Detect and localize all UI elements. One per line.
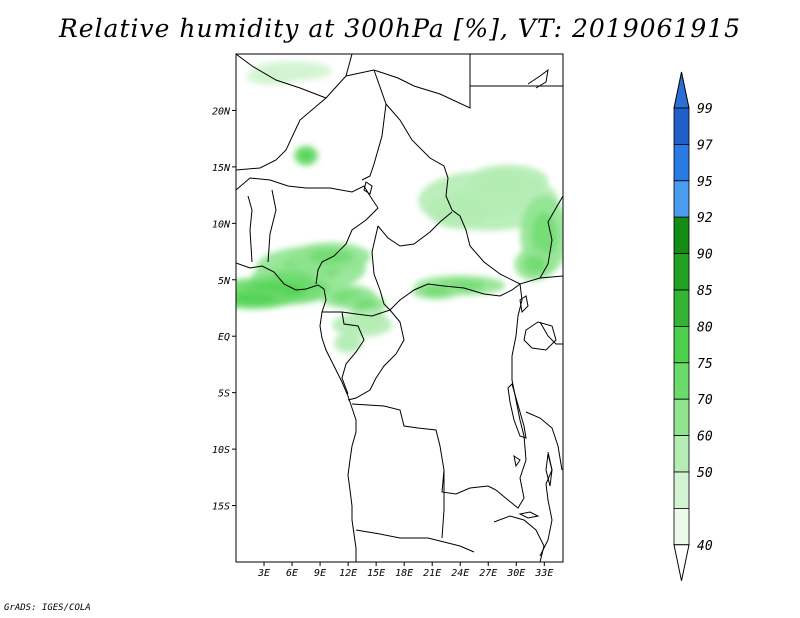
x-tick-label: 9E	[314, 568, 326, 579]
border-gabon-congo	[341, 311, 365, 395]
colorbar-swatch	[673, 216, 690, 254]
colorbar-label: 50	[697, 466, 713, 481]
x-tick-label: 33E	[534, 568, 553, 579]
colorbar-swatch	[673, 289, 690, 327]
lake-mweru	[513, 454, 521, 468]
x-tick-label: 6E	[286, 568, 298, 579]
border-niger-nigeria	[236, 177, 371, 197]
colorbar-swatch	[673, 180, 690, 218]
border-chad-niger	[361, 69, 387, 181]
x-tick-label: 24E	[451, 568, 469, 579]
y-tick-label: 10S	[212, 445, 230, 456]
chart-title: Relative humidity at 300hPa [%], VT: 201…	[58, 14, 742, 43]
lake-chad	[363, 181, 373, 195]
y-tick-label: 5S	[218, 389, 230, 400]
x-axis: 3E 6E 9E 12E 15E 18E 21E 24E 27E 30E 33E	[257, 562, 553, 579]
colorbar: 99 97 95 92 90 85 80 75 70 60 50 40	[673, 71, 713, 581]
lake-albert	[519, 295, 529, 314]
humid-region-top-strip	[246, 60, 333, 85]
border-uganda-drc	[511, 283, 527, 461]
map-frame	[235, 53, 564, 563]
humid-region-north-sahel-patch	[294, 145, 319, 166]
colorbar-label: 95	[697, 175, 713, 190]
border-egypt-sudan	[469, 85, 563, 108]
humid-region-cameroon-south	[320, 284, 387, 315]
border-benin-nigeria	[267, 189, 277, 263]
border-congo-drc	[347, 309, 405, 401]
colorbar-label: 60	[697, 430, 713, 445]
humid-region-gabon-congo-patches	[332, 308, 393, 353]
y-tick-label: 15N	[212, 163, 231, 174]
colorbar-bottom-arrow	[673, 544, 690, 581]
lake-victoria	[523, 321, 557, 351]
colorbar-label: 85	[697, 284, 713, 299]
border-tanzania	[525, 411, 563, 471]
x-tick-label: 27E	[479, 568, 497, 579]
border-car-drc	[389, 283, 521, 311]
credit-text: GrADS: IGES/COLA	[4, 603, 91, 613]
colorbar-label: 99	[697, 102, 713, 117]
x-tick-label: 3E	[257, 568, 270, 579]
colorbar-label: 70	[697, 393, 713, 408]
y-tick-label: 5N	[218, 276, 231, 287]
colorbar-label: 75	[697, 357, 713, 372]
colorbar-swatch	[673, 143, 690, 182]
x-tick-label: 18E	[395, 568, 413, 579]
y-tick-label: 15S	[212, 502, 230, 513]
border-car-cameroon	[371, 225, 391, 311]
x-tick-label: 12E	[339, 568, 357, 579]
border-angola-namibia	[355, 529, 475, 553]
lake-kariba	[518, 511, 540, 519]
lake-malawi	[545, 453, 553, 487]
border-sudan-ethiopia	[539, 195, 563, 279]
x-tick-label: 15E	[367, 568, 385, 579]
border-zimbabwe	[493, 515, 545, 562]
border-mali-niger	[236, 97, 327, 171]
border-angola-zambia	[441, 470, 445, 539]
colorbar-swatch	[673, 398, 690, 437]
humidity-shading	[236, 60, 563, 353]
border-drc-angola	[351, 403, 497, 495]
ethiopia-coast	[527, 68, 549, 89]
colorbar-swatch	[673, 471, 690, 509]
x-tick-label: 21E	[423, 568, 441, 579]
colorbar-label: 97	[697, 138, 713, 153]
colorbar-swatch	[673, 253, 690, 291]
lake-tanganyika	[507, 383, 527, 439]
border-chad-car	[377, 211, 453, 247]
colorbar-swatch	[673, 435, 690, 473]
y-axis: 20N 15N 10N 5N EQ 5S 10S 15S	[212, 106, 236, 513]
colorbar-label: 90	[697, 248, 713, 263]
border-chad-sudan	[385, 103, 563, 285]
humid-region-gulf-of-guinea-coast	[236, 277, 334, 310]
border-cameroon-gabon	[322, 309, 391, 317]
y-tick-label: 20N	[212, 106, 231, 117]
border-kenya-uganda	[539, 321, 563, 345]
colorbar-top-arrow	[673, 71, 690, 109]
colorbar-swatch	[673, 362, 690, 400]
colorbar-label: 92	[697, 211, 713, 226]
y-tick-label: 10N	[212, 219, 231, 230]
colorbar-label: 40	[697, 539, 713, 554]
colorbar-swatch	[673, 107, 690, 145]
country-borders	[236, 54, 563, 562]
y-tick-label: EQ	[218, 332, 230, 343]
border-nigeria-cameroon	[315, 195, 379, 285]
coastline-west	[236, 262, 357, 562]
humid-region-car-south	[412, 275, 506, 300]
x-tick-label: 30E	[506, 568, 525, 579]
border-chad-libya	[345, 54, 471, 109]
colorbar-swatch	[673, 325, 690, 364]
colorbar-swatch	[673, 507, 690, 546]
border-zambia-drc	[495, 459, 527, 509]
colorbar-label: 80	[697, 320, 713, 335]
border-ghana-togo	[247, 195, 253, 263]
